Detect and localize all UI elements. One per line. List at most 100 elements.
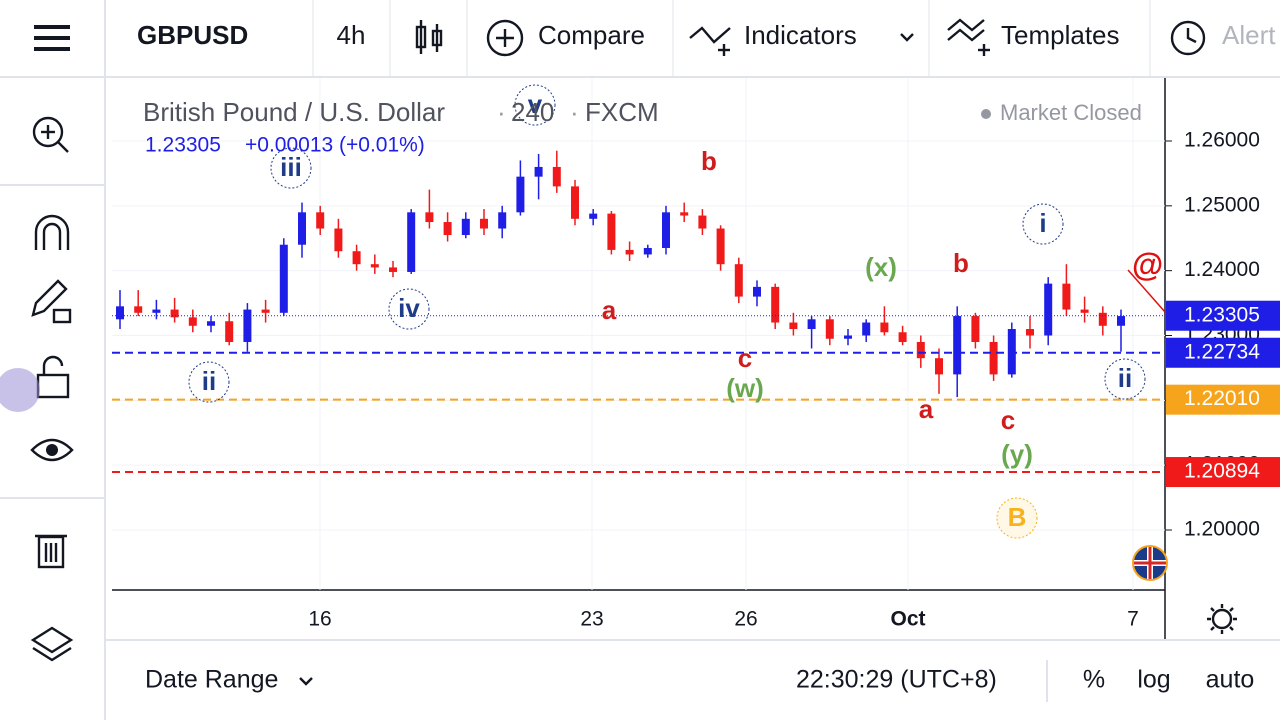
- candle-body: [370, 264, 379, 268]
- price-tick-label: 1.25000: [1184, 193, 1260, 216]
- candle-body: [825, 319, 834, 339]
- visibility-tool[interactable]: [30, 438, 74, 462]
- candle-body: [1098, 312, 1107, 326]
- layers-tool[interactable]: [30, 626, 74, 662]
- candle-body: [425, 212, 434, 223]
- candle-body: [1080, 309, 1089, 313]
- zoom-tool[interactable]: [32, 116, 69, 153]
- symbol-name: British Pound / U.S. Dollar: [143, 97, 445, 127]
- wave-circle: [388, 288, 430, 330]
- candle-body: [225, 321, 234, 342]
- wave-circle: [270, 147, 312, 189]
- candle-body: [207, 321, 215, 326]
- candle-body: [607, 213, 616, 250]
- market-status: Market Closed: [1000, 100, 1142, 125]
- menu-button[interactable]: [34, 25, 70, 51]
- candle-body: [1062, 283, 1071, 310]
- candle-body: [188, 317, 197, 326]
- date-range-button[interactable]: Date Range: [145, 666, 313, 694]
- candle-body: [407, 212, 416, 272]
- candle-body: [662, 212, 670, 248]
- candle-body: [516, 176, 525, 213]
- wave-label: c: [1001, 405, 1015, 435]
- alert-button[interactable]: Alert: [1170, 20, 1276, 56]
- candle-body: [953, 316, 962, 375]
- footer: Date Range 22:30:29 (UTC+8) % log auto: [145, 660, 1254, 702]
- clock: 22:30:29 (UTC+8): [796, 666, 997, 694]
- candle-body: [680, 212, 689, 216]
- wave-label: (w): [726, 373, 764, 403]
- candle-body: [461, 218, 470, 236]
- last-price: 1.23305: [145, 134, 221, 157]
- legend: British Pound / U.S. Dollar · 240 · FXCM…: [143, 97, 1142, 157]
- candle-body: [170, 309, 179, 318]
- price-level-badge: [1166, 457, 1280, 488]
- separator: ·: [497, 97, 506, 127]
- log-toggle[interactable]: log: [1137, 666, 1170, 694]
- date-label: 16: [308, 608, 331, 631]
- candle-body: [844, 335, 852, 339]
- separator: ·: [570, 97, 579, 127]
- price-tick-label: 1.20000: [1184, 518, 1260, 541]
- price-tick-label: 1.26000: [1184, 129, 1260, 152]
- percent-toggle[interactable]: %: [1083, 666, 1105, 694]
- flag-icon: [1132, 545, 1168, 581]
- symbol[interactable]: GBPUSD: [137, 20, 248, 50]
- wave-circle: [188, 361, 230, 403]
- candle-body: [261, 309, 270, 313]
- templates-button[interactable]: Templates: [947, 18, 1120, 56]
- compare-button[interactable]: Compare: [486, 19, 645, 57]
- candle-body: [698, 215, 707, 229]
- magnet-tool[interactable]: [34, 214, 70, 250]
- wave-label: B: [1008, 502, 1027, 532]
- candle-body: [753, 286, 761, 297]
- indicators-button[interactable]: Indicators: [689, 20, 914, 56]
- templates-label: Templates: [1001, 20, 1120, 50]
- wave-label: ii: [202, 366, 216, 396]
- candle-body: [1026, 329, 1034, 336]
- candle-body: [989, 341, 998, 375]
- candle-body: [880, 322, 889, 333]
- price-level-label: 1.22010: [1184, 387, 1260, 410]
- candle-body: [298, 212, 306, 245]
- left-toolbar: [0, 116, 105, 662]
- wave-label: ii: [1118, 363, 1132, 393]
- candle-body: [807, 319, 816, 330]
- candle-body: [480, 218, 488, 229]
- candle-body: [334, 228, 343, 252]
- price-tick-label: 1.24000: [1184, 258, 1260, 281]
- settings-button[interactable]: [1207, 604, 1237, 634]
- wave-circle: [514, 84, 556, 126]
- candle-body: [589, 213, 598, 219]
- lock-tool[interactable]: [0, 355, 70, 412]
- wave-label: (y): [1001, 439, 1033, 469]
- candle-body: [316, 212, 325, 229]
- axes: 1.260001.250001.240001.230001.220001.210…: [308, 129, 1280, 631]
- candle-body: [152, 309, 161, 313]
- date-label: Oct: [890, 608, 925, 631]
- price-change: +0.00013 (+0.01%): [245, 134, 425, 157]
- candle-body: [789, 322, 798, 330]
- auto-toggle[interactable]: auto: [1206, 666, 1255, 694]
- draw-lock-tool[interactable]: [31, 279, 72, 324]
- price-level-label: 1.23305: [1184, 303, 1260, 326]
- interval[interactable]: 4h: [337, 20, 366, 50]
- chart-type-button[interactable]: [415, 20, 443, 54]
- wave-circle: [1104, 358, 1146, 400]
- wave-label: c: [738, 343, 752, 373]
- candle-body: [498, 212, 507, 229]
- wave-label: a: [602, 295, 617, 325]
- indicators-label: Indicators: [744, 20, 857, 50]
- delete-tool[interactable]: [35, 534, 67, 569]
- date-label: 23: [580, 608, 603, 631]
- candle-body: [443, 222, 452, 236]
- wave-label: iv: [398, 293, 420, 323]
- candle-body: [243, 309, 252, 342]
- wave-label: b: [953, 248, 969, 278]
- candle-body: [862, 322, 871, 336]
- candle-body: [935, 358, 943, 375]
- wave-circle: [1022, 203, 1064, 245]
